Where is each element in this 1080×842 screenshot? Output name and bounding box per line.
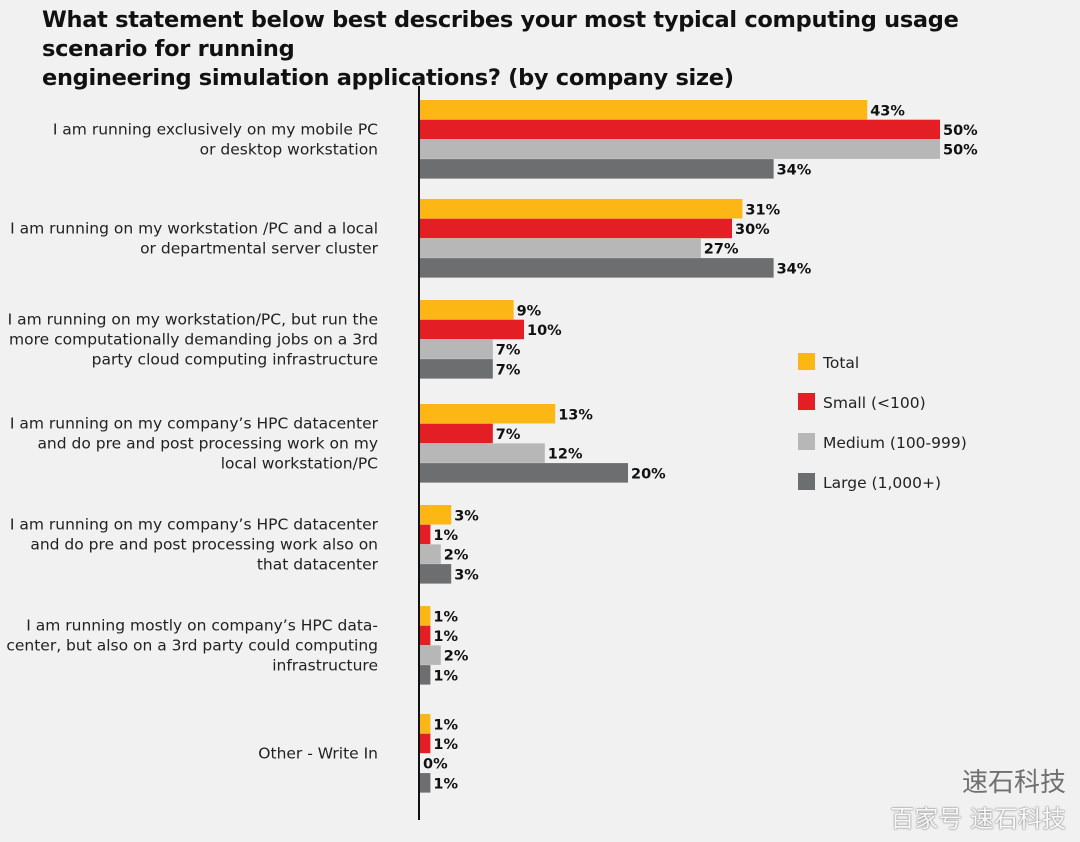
value-label-3-4: 7% <box>496 362 521 378</box>
legend-label-3: Medium (100-999) <box>823 434 967 452</box>
legend-swatch-1 <box>798 353 815 370</box>
bar-5-2 <box>420 524 431 545</box>
value-label-4-1: 13% <box>558 407 593 423</box>
category-labels-group: I am running exclusively on my mobile PC… <box>6 120 378 762</box>
bar-7-2 <box>420 733 431 754</box>
value-label-1-4: 34% <box>777 162 812 178</box>
legend-label-4: Large (1,000+) <box>823 474 941 492</box>
category-label-2-line-1: I am running on my workstation /PC and a… <box>10 219 378 237</box>
bar-6-2 <box>420 625 431 646</box>
bar-1-3 <box>420 139 940 159</box>
bar-1-2 <box>420 119 940 140</box>
legend-label-1: Total <box>822 354 859 372</box>
category-label-6-line-3: infrastructure <box>272 656 378 674</box>
category-label-5-line-3: that datacenter <box>257 555 379 573</box>
value-label-5-1: 3% <box>454 508 479 524</box>
category-label-5-line-2: and do pre and post processing work also… <box>30 535 378 553</box>
category-label-3-line-1: I am running on my workstation/PC, but r… <box>8 310 378 328</box>
bar-7-4 <box>420 773 431 793</box>
watermark: 速石科技 百家号 速石科技 <box>890 762 1066 834</box>
chart-title-line-2: engineering simulation applications? (by… <box>42 65 734 91</box>
category-label-4-line-2: and do pre and post processing work on m… <box>37 434 378 452</box>
bar-4-1 <box>420 404 556 424</box>
bar-2-4 <box>420 258 774 278</box>
category-label-4-line-3: local workstation/PC <box>221 454 378 472</box>
value-label-6-3: 2% <box>444 649 469 665</box>
bar-1-4 <box>420 159 774 179</box>
legend: Total Small (<100) Medium (100-999) Large (… <box>798 353 967 492</box>
bar-5-1 <box>420 505 452 525</box>
value-labels-group: 43% 50% 50% 34% 31% 30% 27% 34% 9% 10% 7% 7% 13% 7% 12… <box>423 103 978 792</box>
value-label-7-3: 0% <box>423 757 448 773</box>
value-label-2-4: 34% <box>777 261 812 277</box>
value-label-6-2: 1% <box>433 629 458 645</box>
category-label-1-line-2: or desktop workstation <box>200 140 378 158</box>
value-label-1-2: 50% <box>943 123 978 139</box>
bar-1-1 <box>420 100 868 120</box>
bar-3-4 <box>420 359 493 379</box>
chart-title-line-1: What statement below best describes your… <box>42 7 959 62</box>
value-label-4-2: 7% <box>496 427 521 443</box>
bar-4-2 <box>420 423 493 444</box>
bar-4-4 <box>420 463 628 483</box>
value-label-6-4: 1% <box>433 668 458 684</box>
category-label-6-line-2: center, but also on a 3rd party could co… <box>6 636 378 654</box>
value-label-7-4: 1% <box>433 776 458 792</box>
bar-3-2 <box>420 319 524 340</box>
bars-group <box>420 100 940 793</box>
category-label-1-line-1: I am running exclusively on my mobile PC <box>53 120 378 138</box>
value-label-3-1: 9% <box>517 303 542 319</box>
value-label-6-1: 1% <box>433 609 458 625</box>
value-label-3-2: 10% <box>527 323 562 339</box>
watermark-line-2: 百家号 速石科技 <box>890 805 1066 833</box>
legend-swatch-4 <box>798 473 815 490</box>
value-label-2-2: 30% <box>735 222 770 238</box>
category-label-3-line-2: more computationally demanding jobs on a… <box>9 330 378 348</box>
legend-label-2: Small (<100) <box>823 394 926 412</box>
bar-4-3 <box>420 443 545 463</box>
value-label-7-2: 1% <box>433 737 458 753</box>
value-label-3-3: 7% <box>496 343 521 359</box>
bar-5-3 <box>420 544 441 564</box>
category-label-2-line-2: or departmental server cluster <box>140 239 379 257</box>
value-label-2-1: 31% <box>745 202 780 218</box>
category-label-3-line-3: party cloud computing infrastructure <box>92 350 378 368</box>
value-label-4-3: 12% <box>548 447 583 463</box>
chart-title: What statement below best describes your… <box>42 6 1062 93</box>
value-label-1-3: 50% <box>943 143 978 159</box>
category-label-6-line-1: I am running mostly on company’s HPC dat… <box>26 616 378 634</box>
bar-3-3 <box>420 339 493 359</box>
bar-5-4 <box>420 564 452 584</box>
category-label-7-line-1: Other - Write In <box>258 744 378 762</box>
value-label-5-3: 2% <box>444 548 469 564</box>
value-label-5-4: 3% <box>454 567 479 583</box>
bar-2-2 <box>420 218 732 239</box>
bar-2-1 <box>420 199 743 219</box>
value-label-1-1: 43% <box>870 103 905 119</box>
value-label-7-1: 1% <box>433 717 458 733</box>
value-label-5-2: 1% <box>433 528 458 544</box>
bar-7-1 <box>420 714 431 734</box>
bar-6-1 <box>420 606 431 626</box>
value-label-2-3: 27% <box>704 242 739 258</box>
bar-6-4 <box>420 665 431 685</box>
bar-2-3 <box>420 238 701 258</box>
bar-3-1 <box>420 300 514 320</box>
watermark-line-1: 速石科技 <box>961 768 1066 798</box>
category-label-5-line-1: I am running on my company’s HPC datacen… <box>10 515 379 533</box>
legend-swatch-3 <box>798 433 815 450</box>
legend-swatch-2 <box>798 393 815 410</box>
category-label-4-line-1: I am running on my company’s HPC datacen… <box>10 414 379 432</box>
value-label-4-4: 20% <box>631 466 666 482</box>
bar-6-3 <box>420 645 441 665</box>
